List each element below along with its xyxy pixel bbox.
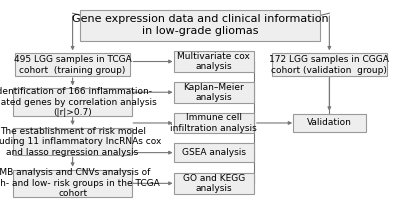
Text: 172 LGG samples in CGGA
cohort (validation  group): 172 LGG samples in CGGA cohort (validati… (270, 55, 389, 75)
FancyBboxPatch shape (174, 173, 254, 194)
FancyBboxPatch shape (15, 53, 130, 76)
Text: Identification of 166 inflammation-
related genes by correlation analysis
(|r|>0: Identification of 166 inflammation- rela… (0, 87, 156, 117)
Text: Multivariate cox
analysis: Multivariate cox analysis (177, 52, 250, 71)
FancyBboxPatch shape (174, 112, 254, 134)
Text: GSEA analysis: GSEA analysis (182, 148, 246, 157)
FancyBboxPatch shape (13, 88, 132, 116)
Text: TMB analysis and CNVs analysis of
high- and low- risk groups in the TCGA
cohort: TMB analysis and CNVs analysis of high- … (0, 168, 160, 198)
Text: Immune cell
infiltration analysis: Immune cell infiltration analysis (170, 113, 257, 133)
FancyBboxPatch shape (13, 170, 132, 197)
Text: Kaplan–Meier
analysis: Kaplan–Meier analysis (183, 82, 244, 102)
FancyBboxPatch shape (174, 82, 254, 103)
Text: The establishment of risk model
including 11 inflammatory lncRNAs cox
and lasso : The establishment of risk model includin… (0, 127, 162, 157)
FancyBboxPatch shape (13, 128, 132, 155)
FancyBboxPatch shape (293, 114, 366, 132)
FancyBboxPatch shape (174, 143, 254, 162)
Text: 495 LGG samples in TCGA
cohort  (training group): 495 LGG samples in TCGA cohort (training… (14, 55, 132, 75)
FancyBboxPatch shape (272, 53, 387, 76)
Text: Gene expression data and clinical information
in low-grade gliomas: Gene expression data and clinical inform… (72, 15, 328, 36)
FancyBboxPatch shape (80, 10, 320, 41)
Text: Validation: Validation (307, 118, 352, 127)
FancyBboxPatch shape (174, 51, 254, 72)
Text: GO and KEGG
analysis: GO and KEGG analysis (182, 174, 245, 193)
